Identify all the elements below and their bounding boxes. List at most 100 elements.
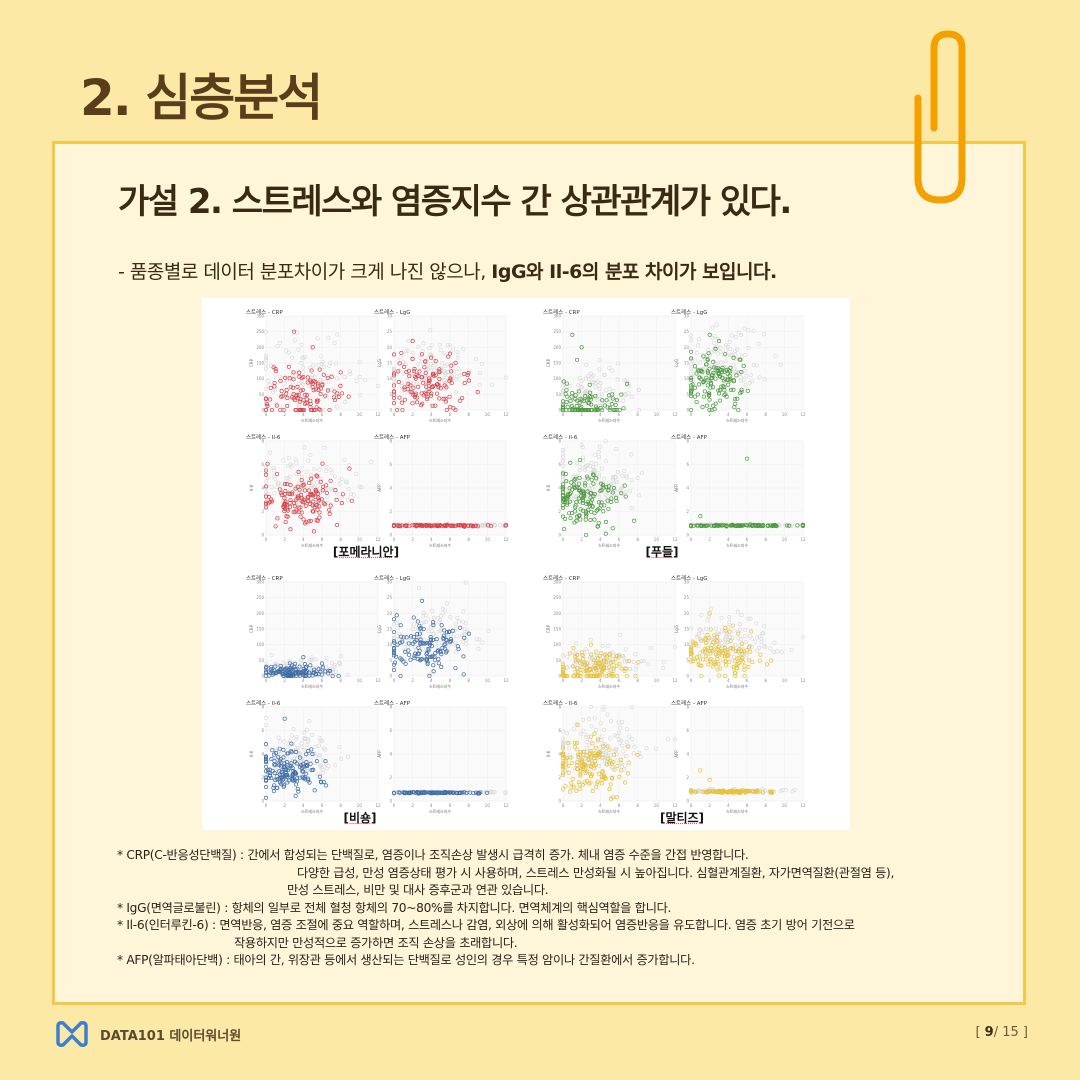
panel-title: 스트레스 - LgG bbox=[671, 574, 708, 582]
data-point bbox=[432, 658, 437, 663]
data-point bbox=[569, 785, 574, 790]
data-point bbox=[609, 660, 614, 665]
background-point bbox=[323, 747, 328, 752]
background-point bbox=[560, 662, 565, 667]
background-point bbox=[768, 646, 773, 651]
x-tick-label: 2 bbox=[708, 678, 711, 683]
data-point bbox=[426, 648, 431, 653]
data-point bbox=[299, 477, 304, 483]
note-crp-cont-1: 다양한 급성, 만성 염증상태 평가 시 사용하며, 스트레스 만성화될 시 높… bbox=[297, 865, 895, 880]
data-point bbox=[282, 496, 287, 501]
background-point bbox=[713, 626, 718, 631]
panel-title: 스트레스 - LgG bbox=[671, 308, 708, 316]
data-point bbox=[430, 637, 436, 642]
data-point bbox=[568, 516, 573, 521]
data-point bbox=[283, 375, 288, 380]
background-point bbox=[287, 474, 292, 479]
data-point bbox=[302, 500, 307, 505]
data-point bbox=[594, 660, 599, 665]
panel-title: 스트레스 - LgG bbox=[374, 574, 411, 582]
x-tick-label: 10 bbox=[485, 537, 491, 542]
data-point bbox=[272, 762, 277, 767]
background-point bbox=[583, 391, 588, 396]
data-point bbox=[263, 742, 269, 747]
x-tick-label: 6 bbox=[746, 412, 749, 417]
data-point bbox=[503, 523, 509, 528]
data-point bbox=[288, 667, 293, 672]
data-point bbox=[338, 383, 343, 388]
data-point bbox=[711, 385, 716, 390]
data-point bbox=[568, 460, 573, 465]
outlier-point bbox=[310, 345, 315, 350]
data-point bbox=[718, 666, 723, 671]
data-point bbox=[397, 361, 402, 366]
data-point bbox=[567, 789, 572, 794]
background-point bbox=[273, 476, 278, 481]
data-point bbox=[581, 494, 586, 499]
background-point bbox=[357, 374, 362, 379]
x-axis-label: 스트레스지수 bbox=[429, 417, 451, 423]
background-point bbox=[688, 333, 693, 338]
x-axis-label: 스트레스지수 bbox=[301, 542, 323, 548]
background-point bbox=[322, 445, 327, 450]
data-point bbox=[445, 522, 450, 527]
data-point bbox=[722, 393, 727, 398]
note-il6: * Il-6(인터루킨-6) : 면역반응, 염증 조절에 중요 역할하며, 스… bbox=[117, 918, 855, 932]
data-point bbox=[458, 625, 463, 630]
background-point bbox=[263, 490, 268, 495]
data-point bbox=[275, 777, 280, 782]
data-point bbox=[619, 392, 624, 397]
background-point bbox=[739, 637, 744, 642]
data-point bbox=[587, 390, 592, 395]
data-point bbox=[269, 407, 275, 413]
data-point bbox=[267, 673, 272, 678]
data-point bbox=[716, 661, 721, 667]
background-point bbox=[632, 744, 637, 749]
background-point bbox=[268, 450, 273, 455]
background-point bbox=[601, 707, 606, 712]
data-point bbox=[308, 401, 313, 407]
background-point bbox=[560, 384, 565, 389]
data-point bbox=[315, 383, 320, 388]
data-point bbox=[582, 407, 587, 413]
data-point bbox=[727, 659, 732, 664]
data-point bbox=[750, 660, 755, 665]
data-point bbox=[448, 523, 453, 529]
data-point bbox=[709, 376, 714, 381]
x-tick-label: 4 bbox=[599, 803, 602, 808]
background-point bbox=[454, 649, 459, 654]
background-point bbox=[324, 464, 329, 469]
data-point bbox=[297, 775, 302, 780]
data-point bbox=[688, 788, 694, 793]
y-tick-label: 0 bbox=[261, 408, 264, 413]
background-point bbox=[622, 378, 627, 383]
background-point bbox=[605, 493, 610, 498]
data-point bbox=[269, 756, 274, 762]
background-point bbox=[278, 482, 283, 487]
data-point bbox=[584, 753, 589, 758]
data-point bbox=[335, 522, 340, 527]
background-point bbox=[620, 491, 625, 496]
data-point bbox=[271, 365, 276, 370]
outlier-point bbox=[282, 716, 287, 721]
background-point bbox=[439, 614, 444, 619]
background-point bbox=[599, 734, 604, 739]
panel-title: 스트레스 - Il-6 bbox=[246, 699, 281, 707]
data-point bbox=[431, 623, 436, 628]
x-tick-label: 2 bbox=[411, 803, 414, 808]
data-point bbox=[415, 619, 420, 624]
x-tick-label: 6 bbox=[746, 537, 749, 542]
data-point bbox=[414, 372, 419, 377]
data-point bbox=[613, 495, 619, 500]
x-tick-label: 2 bbox=[580, 412, 583, 417]
background-point bbox=[654, 746, 659, 751]
background-point bbox=[614, 446, 619, 451]
background-point bbox=[335, 332, 340, 337]
data-point bbox=[339, 501, 344, 506]
data-point bbox=[572, 509, 578, 514]
data-point bbox=[340, 492, 345, 497]
background-point bbox=[394, 641, 399, 646]
y-tick-label: 20 bbox=[684, 611, 690, 616]
background-point bbox=[742, 634, 747, 639]
